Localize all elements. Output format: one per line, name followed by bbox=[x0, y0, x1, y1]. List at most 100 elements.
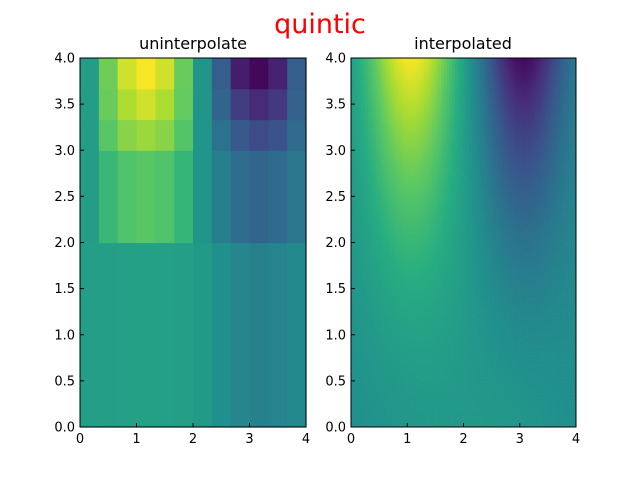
heatmap-cell bbox=[550, 376, 554, 380]
heatmap-cell bbox=[477, 390, 481, 393]
heatmap-cell bbox=[457, 343, 462, 347]
heatmap-cell bbox=[365, 371, 369, 375]
heatmap-cell bbox=[432, 392, 436, 396]
heatmap-cell bbox=[117, 88, 138, 121]
heatmap-cell bbox=[410, 330, 414, 333]
heatmap-cell bbox=[356, 320, 360, 324]
heatmap-cell bbox=[443, 350, 448, 354]
heatmap-cell bbox=[415, 355, 419, 359]
heatmap-cell bbox=[379, 415, 383, 419]
heatmap-cell bbox=[514, 355, 518, 359]
heatmap-cell bbox=[556, 403, 560, 407]
heatmap-cell bbox=[356, 378, 360, 382]
heatmap-cell bbox=[452, 327, 456, 331]
heatmap-cell bbox=[455, 369, 459, 373]
heatmap-cell bbox=[522, 353, 526, 357]
heatmap-cell bbox=[531, 337, 535, 340]
heatmap-cell bbox=[443, 383, 448, 386]
heatmap-cell bbox=[429, 367, 434, 370]
heatmap-cell bbox=[553, 410, 557, 414]
heatmap-cell bbox=[570, 410, 574, 414]
heatmap-cell bbox=[536, 337, 540, 340]
heatmap-cell bbox=[429, 343, 434, 347]
heatmap-cell bbox=[367, 380, 372, 384]
heatmap-cell bbox=[500, 337, 504, 340]
heatmap-cell bbox=[381, 350, 386, 354]
heatmap-cell bbox=[249, 88, 269, 121]
heatmap-cell bbox=[497, 401, 501, 405]
heatmap-cell bbox=[511, 373, 515, 377]
heatmap-cell bbox=[528, 415, 532, 419]
heatmap-cell bbox=[525, 360, 529, 363]
heatmap-cell bbox=[494, 420, 498, 423]
heatmap-cell bbox=[367, 403, 372, 407]
heatmap-cell bbox=[463, 334, 467, 338]
heatmap-cell bbox=[376, 424, 380, 428]
heatmap-cell bbox=[401, 364, 405, 368]
heatmap-cell bbox=[573, 332, 577, 336]
heatmap-cell bbox=[429, 334, 434, 338]
heatmap-cell bbox=[404, 376, 408, 380]
heatmap-cell bbox=[410, 362, 414, 366]
heatmap-cell bbox=[421, 364, 425, 368]
heatmap-cell bbox=[418, 330, 422, 333]
heatmap-cell bbox=[404, 422, 408, 426]
heatmap-cell bbox=[477, 353, 481, 357]
heatmap-cell bbox=[455, 318, 459, 322]
heatmap-cell bbox=[483, 403, 487, 407]
heatmap-cell bbox=[421, 355, 425, 359]
heatmap-cell bbox=[460, 320, 464, 324]
heatmap-cell bbox=[426, 318, 431, 322]
heatmap-cell bbox=[567, 376, 571, 380]
heatmap-cell bbox=[370, 318, 374, 322]
heatmap-cell bbox=[362, 401, 366, 405]
heatmap-cell bbox=[480, 373, 484, 377]
heatmap-cell bbox=[477, 334, 481, 338]
heatmap-cell bbox=[500, 330, 504, 333]
heatmap-cell bbox=[545, 330, 549, 333]
heatmap-cell bbox=[533, 318, 538, 322]
heatmap-cell bbox=[522, 367, 526, 370]
heatmap-cell bbox=[370, 353, 374, 357]
heatmap-cell bbox=[443, 373, 448, 377]
heatmap-cell bbox=[412, 353, 417, 357]
heatmap-cell bbox=[396, 385, 400, 389]
heatmap-cell bbox=[438, 399, 442, 403]
heatmap-cell bbox=[463, 420, 467, 423]
heatmap-cell bbox=[469, 387, 473, 391]
heatmap-cell bbox=[491, 408, 495, 412]
heatmap-cell bbox=[471, 385, 476, 389]
heatmap-cell bbox=[483, 406, 487, 410]
heatmap-cell bbox=[415, 334, 419, 338]
heatmap-cell bbox=[486, 424, 490, 428]
heatmap-cell bbox=[381, 422, 386, 426]
heatmap-cell bbox=[561, 355, 566, 359]
heatmap-cell bbox=[407, 355, 411, 359]
heatmap-cell bbox=[508, 371, 512, 375]
heatmap-cell bbox=[384, 399, 389, 403]
heatmap-cell bbox=[367, 387, 372, 391]
heatmap-cell bbox=[449, 373, 453, 377]
heatmap-cell bbox=[531, 353, 535, 357]
heatmap-cell bbox=[516, 339, 521, 343]
heatmap-cell bbox=[497, 369, 501, 373]
heatmap-cell bbox=[418, 415, 422, 419]
heatmap-cell bbox=[80, 88, 100, 121]
heatmap-cell bbox=[553, 392, 557, 396]
heatmap-cell bbox=[429, 371, 434, 375]
heatmap-cell bbox=[435, 415, 439, 419]
heatmap-cell bbox=[545, 394, 549, 398]
heatmap-cell bbox=[486, 383, 490, 386]
heatmap-cell bbox=[362, 346, 366, 350]
heatmap-cell bbox=[443, 408, 448, 412]
heatmap-cell bbox=[367, 367, 372, 370]
heatmap-cell bbox=[457, 346, 462, 350]
heatmap-cell bbox=[441, 367, 445, 370]
heatmap-cell bbox=[367, 394, 372, 398]
heatmap-cell bbox=[356, 357, 360, 361]
heatmap-cell bbox=[564, 350, 569, 354]
heatmap-cell bbox=[488, 364, 493, 368]
heatmap-cell bbox=[435, 318, 439, 322]
heatmap-cell bbox=[502, 420, 507, 423]
heatmap-cell bbox=[424, 355, 428, 359]
